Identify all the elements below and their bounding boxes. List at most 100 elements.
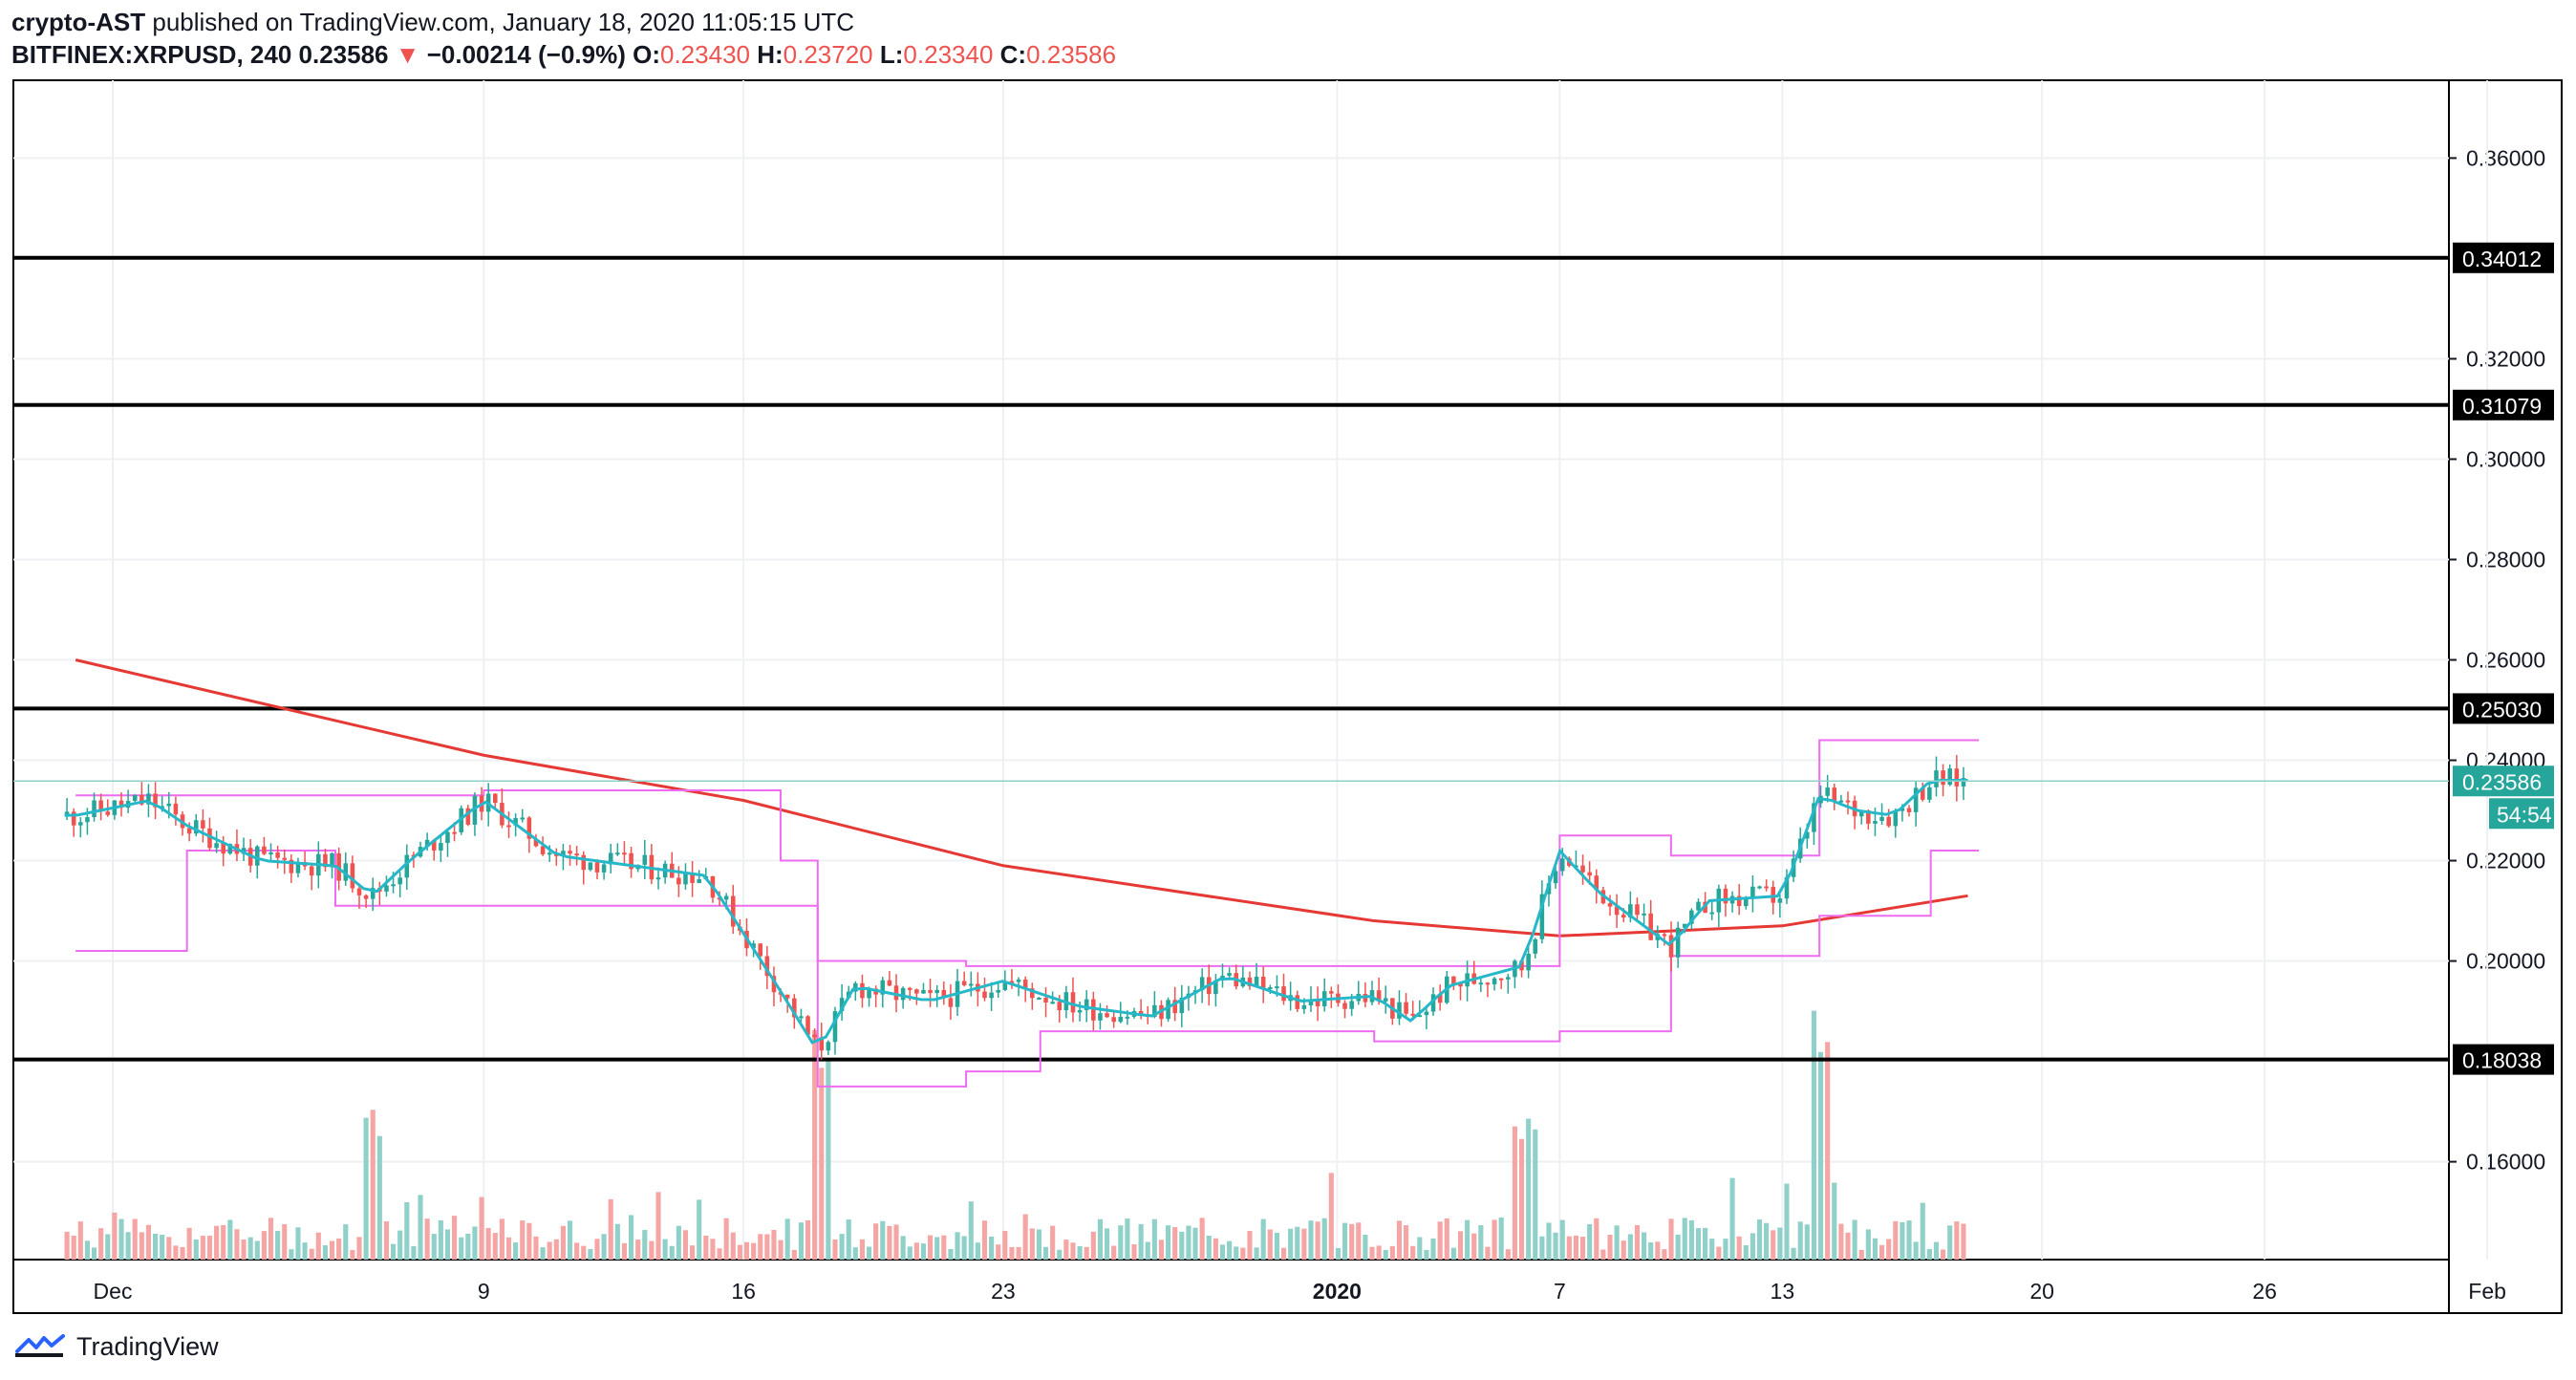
volume-bar xyxy=(438,1219,443,1260)
volume-bar xyxy=(1342,1222,1348,1260)
volume-bar xyxy=(1138,1223,1144,1260)
candle-body xyxy=(615,852,620,855)
candle-body xyxy=(1784,876,1790,899)
volume-bar xyxy=(499,1218,504,1260)
candle-body xyxy=(1873,821,1878,824)
candle-body xyxy=(568,851,572,854)
volume-bar xyxy=(567,1220,573,1260)
volume-bar xyxy=(1254,1247,1259,1260)
volume-bar xyxy=(791,1249,797,1260)
candle-body xyxy=(547,852,552,855)
volume-bar xyxy=(588,1249,593,1260)
countdown-label: 54:54 xyxy=(2497,802,2552,827)
candle-body xyxy=(982,991,987,999)
symbol-label[interactable]: BITFINEX:XRPUSD, 240 xyxy=(11,40,292,69)
candle-body xyxy=(1050,1002,1055,1004)
volume-bar xyxy=(1838,1223,1844,1260)
volume-bar xyxy=(1179,1231,1185,1260)
chart-header: crypto-AST published on TradingView.com,… xyxy=(11,6,1116,71)
volume-bar xyxy=(743,1241,750,1260)
volume-bar xyxy=(343,1224,349,1260)
volume-bar xyxy=(669,1245,675,1260)
candle-body xyxy=(1424,1011,1429,1016)
volume-bar xyxy=(629,1215,634,1260)
candle-body xyxy=(64,811,70,816)
time-tick-label: Dec xyxy=(94,1279,133,1304)
volume-bar xyxy=(1063,1240,1069,1260)
volume-bar xyxy=(1437,1221,1443,1260)
volume-bar xyxy=(1579,1237,1586,1260)
candle-body xyxy=(1213,980,1218,995)
volume-bar xyxy=(241,1239,247,1260)
volume-bar xyxy=(1369,1246,1375,1260)
candle-body xyxy=(921,989,926,994)
candle-body xyxy=(268,852,273,854)
candle-body xyxy=(85,817,90,823)
candle-body xyxy=(880,980,886,995)
volume-bar xyxy=(309,1248,314,1260)
price-chart[interactable]: 0.360000.320000.300000.280000.260000.240… xyxy=(0,0,2576,1328)
volume-bar xyxy=(1295,1226,1300,1260)
volume-bar xyxy=(1900,1221,1905,1260)
volume-bar xyxy=(975,1242,980,1260)
volume-bar xyxy=(282,1224,288,1260)
volume-bar xyxy=(826,1060,831,1260)
volume-bar xyxy=(805,1219,811,1260)
volume-bar xyxy=(961,1236,967,1260)
volume-bar xyxy=(859,1239,866,1260)
volume-bar xyxy=(289,1249,294,1260)
volume-bar xyxy=(1594,1218,1599,1260)
candle-body xyxy=(1757,886,1762,889)
candle-body xyxy=(1927,787,1932,800)
candle-body xyxy=(1342,1003,1347,1009)
volume-bar xyxy=(560,1225,566,1260)
candle-body xyxy=(295,862,301,873)
candle-body xyxy=(1091,999,1096,1021)
volume-bar xyxy=(1906,1220,1912,1260)
sma-line xyxy=(75,658,1968,938)
price-tick-label: 0.32000 xyxy=(2466,346,2545,371)
candle-body xyxy=(1268,987,1273,990)
volume-bar xyxy=(655,1192,661,1260)
candle-body xyxy=(1506,977,1511,980)
volume-bar xyxy=(907,1246,912,1260)
candle-body xyxy=(1709,912,1714,915)
volume-bar xyxy=(1764,1222,1770,1260)
volume-bar xyxy=(295,1227,301,1260)
volume-bar xyxy=(1240,1247,1246,1260)
volume-bar xyxy=(1227,1240,1233,1260)
candle-body xyxy=(513,817,518,826)
candle-body xyxy=(1397,1002,1402,1019)
volume-bar xyxy=(132,1218,138,1260)
volume-bar xyxy=(968,1201,974,1260)
candle-body xyxy=(186,828,192,834)
volume-bar xyxy=(1920,1202,1925,1260)
candle-body xyxy=(1498,978,1504,981)
candle-body xyxy=(493,793,498,804)
candle-body xyxy=(730,895,736,927)
volume-bar xyxy=(180,1246,185,1260)
candle-body xyxy=(153,793,158,808)
volume-bar xyxy=(1036,1229,1041,1260)
candle-body xyxy=(1744,897,1749,907)
volume-bar xyxy=(1404,1225,1409,1260)
volume-bar xyxy=(635,1240,641,1260)
volume-bar xyxy=(1192,1227,1198,1260)
volume-bar xyxy=(1832,1182,1837,1260)
volume-bar xyxy=(1941,1249,1946,1260)
low-label: L: xyxy=(879,40,904,69)
candle-body xyxy=(207,828,212,849)
candle-body xyxy=(1662,934,1667,937)
volume-bar xyxy=(139,1232,144,1260)
author-name[interactable]: crypto-AST xyxy=(11,8,146,36)
volume-bar xyxy=(1389,1245,1395,1260)
tradingview-footer[interactable]: TradingView xyxy=(13,1330,219,1363)
volume-bar xyxy=(1791,1247,1796,1260)
volume-bar xyxy=(1526,1118,1532,1260)
volume-bar xyxy=(1627,1234,1633,1260)
candle-body xyxy=(1295,995,1300,1009)
volume-bar xyxy=(206,1236,213,1260)
candle-body xyxy=(697,879,701,883)
candle-body xyxy=(561,851,566,856)
volume-bar xyxy=(1349,1223,1355,1260)
